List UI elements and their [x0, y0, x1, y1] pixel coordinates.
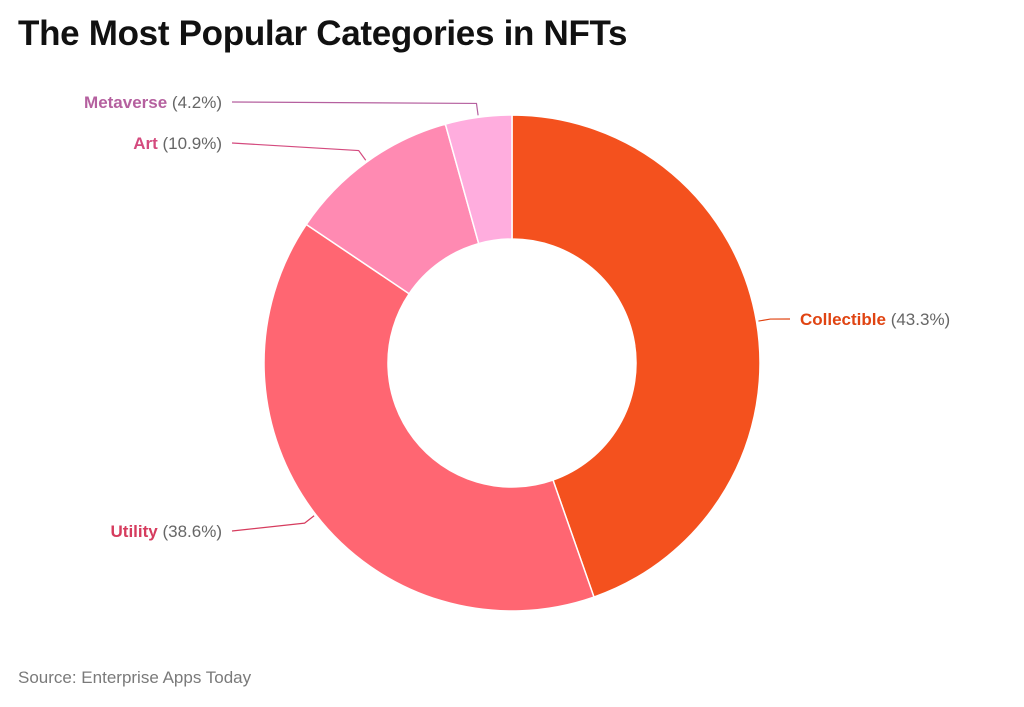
- leader-lines-group: [231, 101, 791, 532]
- slice-label-art: Art (10.9%): [133, 134, 222, 153]
- slice-label-utility: Utility (38.6%): [111, 522, 222, 541]
- slice-value-collectible: (43.3%): [886, 310, 950, 329]
- slice-name-art: Art: [133, 134, 158, 153]
- slice-metaverse: [444, 114, 513, 245]
- chart-title: The Most Popular Categories in NFTs: [18, 14, 628, 53]
- slice-value-metaverse: (4.2%): [167, 93, 222, 112]
- slice-name-metaverse: Metaverse: [84, 93, 167, 112]
- slice-collectible: [511, 114, 761, 599]
- leader-line-collectible: [758, 318, 791, 322]
- slice-label-metaverse: Metaverse (4.2%): [84, 93, 222, 112]
- source-note: Source: Enterprise Apps Today: [18, 668, 252, 687]
- slice-name-collectible: Collectible: [800, 310, 886, 329]
- labels-group: Collectible (43.3%) Utility (38.6%) Art (1…: [84, 93, 950, 541]
- leader-line-art: [231, 142, 367, 161]
- slice-utility: [263, 223, 595, 612]
- leader-line-metaverse: [231, 101, 479, 116]
- slice-value-utility: (38.6%): [158, 522, 222, 541]
- slices-group: [263, 114, 761, 612]
- slice-value-art: (10.9%): [158, 134, 222, 153]
- leader-line-utility: [231, 515, 315, 532]
- slice-label-collectible: Collectible (43.3%): [800, 310, 950, 329]
- slice-name-utility: Utility: [111, 522, 159, 541]
